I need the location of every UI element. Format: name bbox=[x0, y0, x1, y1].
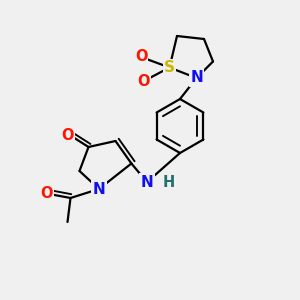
Text: O: O bbox=[40, 186, 53, 201]
Text: N: N bbox=[93, 182, 105, 196]
Text: S: S bbox=[164, 60, 175, 75]
Text: N: N bbox=[141, 175, 153, 190]
Text: O: O bbox=[138, 74, 150, 88]
Text: N: N bbox=[190, 70, 203, 86]
Text: H: H bbox=[163, 175, 175, 190]
Text: O: O bbox=[61, 128, 74, 142]
Text: O: O bbox=[135, 50, 147, 64]
